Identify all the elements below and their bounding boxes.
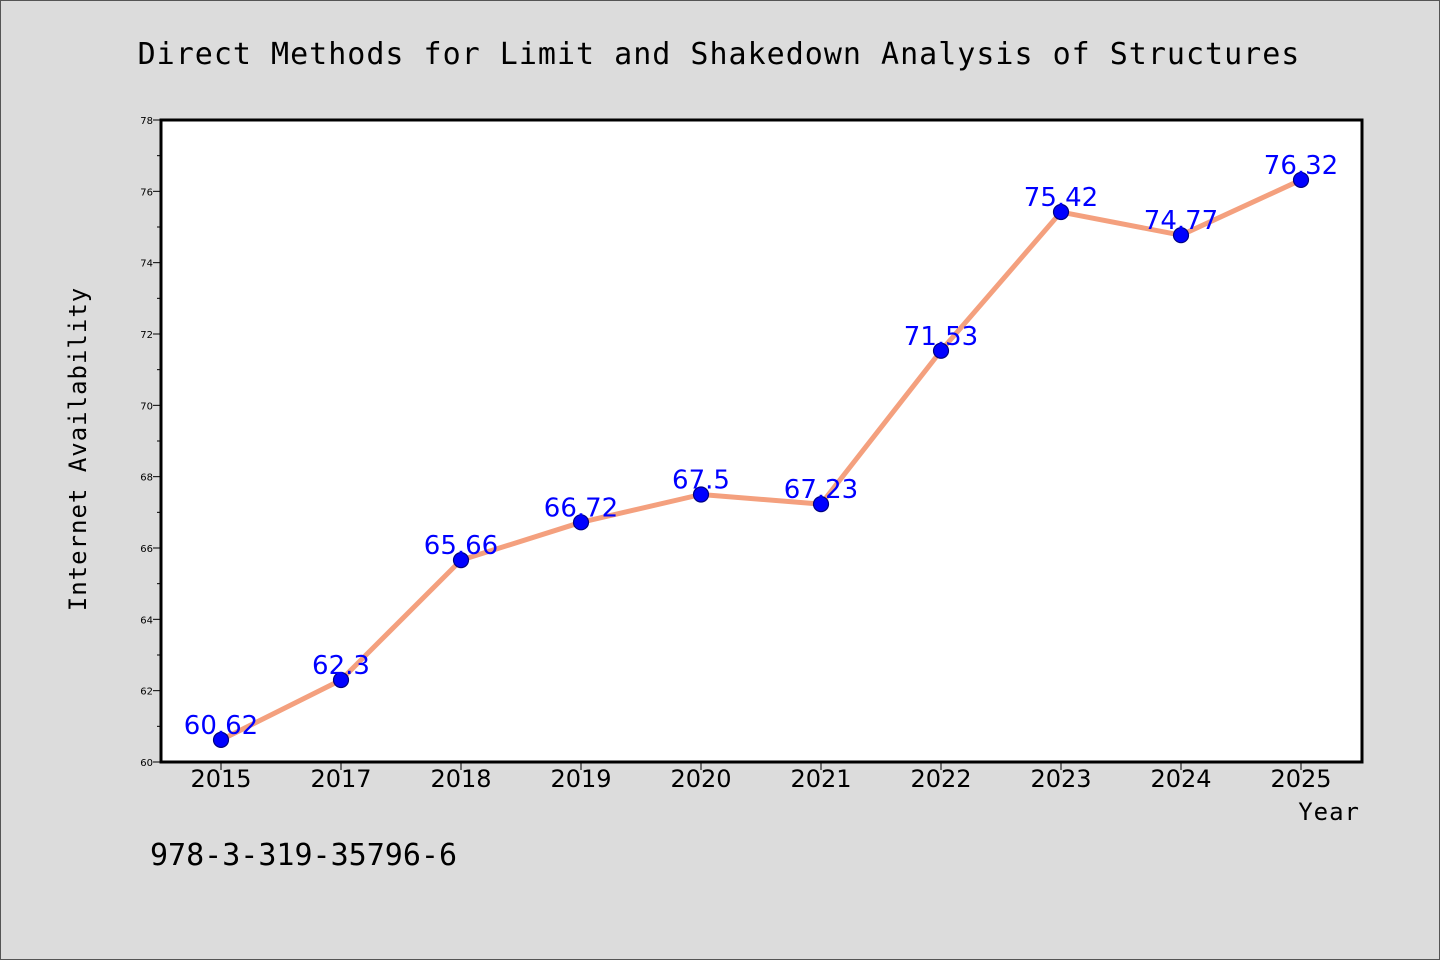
footer-isbn: 978-3-319-35796-6 (150, 838, 457, 873)
data-label: 60.62 (184, 711, 258, 741)
data-point (572, 514, 590, 531)
x-axis-title: Year (1298, 798, 1360, 826)
data-point (692, 486, 710, 503)
y-tick-label: 70 (140, 401, 153, 412)
x-tick-label: 2020 (670, 765, 731, 793)
x-tick-label: 2024 (1150, 765, 1211, 793)
data-label: 66.72 (544, 493, 618, 523)
y-tick-label: 62 (140, 687, 153, 698)
data-point (1172, 227, 1190, 244)
data-label: 65.66 (424, 531, 498, 561)
y-tick-label: 66 (140, 544, 153, 555)
y-tick-label: 78 (140, 116, 153, 127)
data-label: 67.5 (672, 466, 730, 496)
x-tick-label: 2023 (1030, 765, 1091, 793)
chart-title: Direct Methods for Limit and Shakedown A… (138, 37, 1301, 72)
data-labels-group: 60.62 62.3 65.66 66.72 67.5 67.23 71.53 75.42 74… (184, 151, 1338, 741)
data-points-group (212, 171, 1310, 748)
y-axis-title: Internet Availability (64, 287, 92, 611)
data-label: 75.42 (1024, 183, 1098, 213)
data-point (812, 496, 830, 513)
data-label: 71.53 (904, 322, 978, 352)
y-tick-label: 76 (140, 187, 153, 198)
series-line-group (218, 177, 1304, 743)
data-label: 76.32 (1264, 151, 1338, 181)
series-line (218, 177, 1304, 743)
data-label: 62.3 (312, 651, 370, 681)
y-tick-label: 60 (140, 758, 153, 769)
data-point (1292, 171, 1310, 189)
data-label: 74.77 (1144, 206, 1218, 236)
x-tick-label: 2025 (1270, 765, 1331, 793)
y-tick-label: 64 (140, 615, 153, 626)
x-tick-label: 2017 (310, 765, 371, 793)
x-tick-label: 2022 (910, 765, 971, 793)
x-tick-label: 2018 (430, 765, 491, 793)
data-point (1052, 203, 1070, 221)
x-tick-label: 2021 (790, 765, 851, 793)
x-tick-label: 2019 (550, 765, 611, 793)
data-point (332, 671, 350, 689)
y-tick-label: 68 (140, 473, 153, 484)
y-tick-label: 74 (140, 259, 153, 270)
x-axis-ticks: 2015 2017 2018 2019 2020 2021 2022 2023 2024 2025 (190, 762, 1332, 793)
plot-area (159, 118, 1364, 764)
y-axis-ticks: 60 62 64 66 68 70 72 74 76 78 (140, 116, 161, 769)
data-point (212, 731, 230, 748)
data-point (932, 342, 950, 359)
x-tick-label: 2015 (190, 765, 251, 793)
y-tick-label: 72 (140, 330, 153, 341)
data-label: 67.23 (784, 475, 858, 505)
data-point (452, 552, 470, 569)
